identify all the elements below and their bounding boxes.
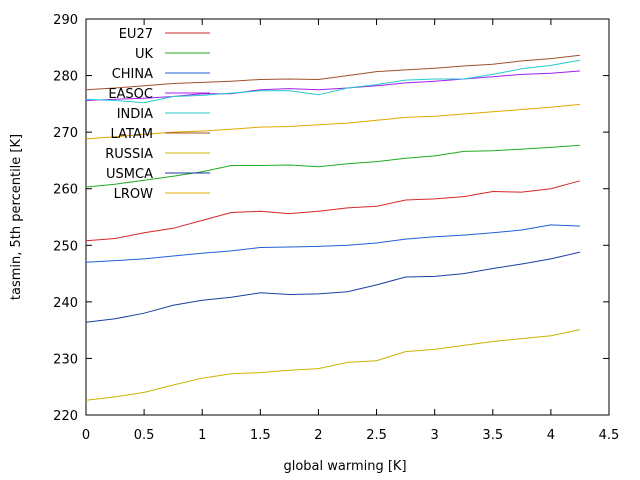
series-lines (85, 54, 581, 401)
legend-label-easoc: EASOC (108, 87, 153, 102)
y-tick-label: 290 (53, 13, 78, 28)
series-line-usmca (85, 251, 581, 323)
y-tick-label: 230 (53, 352, 78, 367)
series-line-china (85, 224, 580, 263)
x-tick-label: 4.5 (599, 428, 620, 443)
plot-frame (85, 18, 610, 416)
x-tick-label: 0 (82, 428, 90, 443)
legend-label-lrow: LROW (114, 187, 154, 202)
y-tick-label: 220 (53, 409, 78, 424)
x-tick-label: 0.5 (134, 428, 155, 443)
legend-label-russia: RUSSIA (105, 147, 153, 162)
series-line-russia (85, 329, 581, 401)
x-axis-ticks: 0 0.5 1 1.5 2 2.5 3 3.5 4 4.5 (82, 19, 619, 443)
y-tick-label: 260 (53, 183, 78, 198)
legend-label-eu27: EU27 (119, 27, 153, 42)
y-tick-label: 250 (53, 239, 78, 254)
x-tick-label: 2 (314, 428, 322, 443)
series-line-lrow (85, 103, 580, 140)
series-line-easoc (85, 70, 580, 101)
legend-label-latam: LATAM (111, 127, 153, 142)
y-axis-ticks: 220 230 240 250 260 270 280 290 (53, 13, 609, 424)
y-tick-label: 240 (53, 296, 78, 311)
legend-label-uk: UK (135, 47, 154, 62)
series-line-eu27 (85, 180, 581, 242)
series-line-india (85, 59, 580, 104)
x-tick-label: 2.5 (366, 428, 387, 443)
x-tick-label: 4 (547, 428, 555, 443)
series-line-uk (85, 144, 580, 188)
legend-label-china: CHINA (112, 67, 153, 82)
x-tick-label: 3.5 (482, 428, 503, 443)
x-axis-label: global warming [K] (283, 459, 406, 474)
legend-label-usmca: USMCA (106, 167, 153, 182)
y-axis-label: tasmin, 5th percentile [K] (9, 134, 24, 300)
series-line-latam (85, 54, 580, 91)
x-tick-label: 1.5 (250, 428, 271, 443)
legend-label-india: INDIA (117, 107, 153, 122)
y-tick-label: 270 (53, 126, 78, 141)
x-tick-label: 1 (198, 428, 206, 443)
y-tick-label: 280 (53, 70, 78, 85)
legend: EU27 UK CHINA EASOC INDIA LATAM RUSSIA USMCA LRO… (105, 27, 210, 202)
x-tick-label: 3 (431, 428, 439, 443)
